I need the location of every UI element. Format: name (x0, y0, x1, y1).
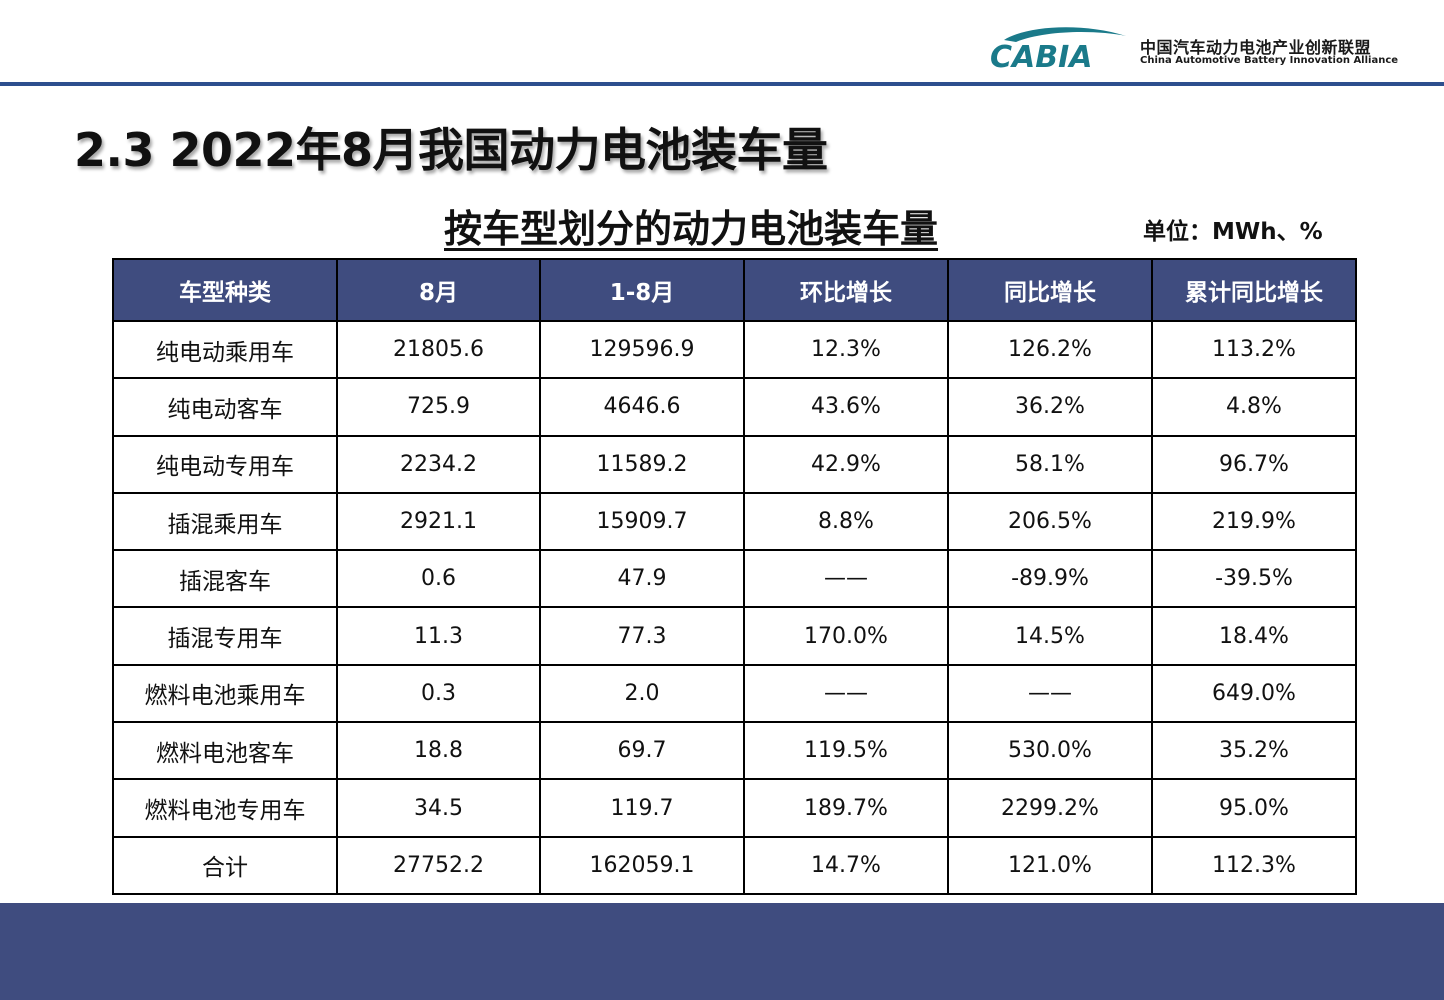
value-cell: 126.2% (947, 319, 1153, 380)
vehicle-type-cell: 纯电动专用车 (112, 434, 338, 494)
value-cell: 219.9% (1151, 491, 1357, 552)
value-cell: —— (743, 549, 949, 609)
value-cell: 14.5% (947, 606, 1153, 666)
column-header: 车型种类 (112, 258, 338, 322)
value-cell: 112.3% (1151, 835, 1357, 895)
page-title: 2.3 2022年8月我国动力电池装车量 (74, 123, 828, 177)
battery-installation-table: 车型种类 8月 1-8月 环比增长 同比增长 累计同比增长 纯电动乘用车 21805.6 12… (112, 258, 1357, 895)
column-header: 1-8月 (539, 258, 745, 322)
value-cell: 8.8% (743, 491, 949, 552)
value-cell: 47.9 (539, 549, 745, 609)
table-row: 纯电动乘用车 21805.6 129596.9 12.3% 126.2% 113.2% (112, 319, 1357, 380)
value-cell: 121.0% (947, 835, 1153, 895)
value-cell: 119.5% (743, 721, 949, 781)
table-row: 燃料电池客车 18.8 69.7 119.5% 530.0% 35.2% (112, 721, 1357, 781)
value-cell: 2234.2 (336, 434, 541, 494)
cabia-logo-icon: CABIA (990, 27, 1126, 74)
value-cell: -89.9% (947, 549, 1153, 609)
value-cell: 113.2% (1151, 319, 1357, 380)
value-cell: 162059.1 (539, 835, 745, 895)
value-cell: 69.7 (539, 721, 745, 781)
value-cell: 2921.1 (336, 491, 541, 552)
table-row: 纯电动客车 725.9 4646.6 43.6% 36.2% 4.8% (112, 377, 1357, 437)
value-cell: 4.8% (1151, 377, 1357, 437)
value-cell: 11589.2 (539, 434, 745, 494)
table-row: 纯电动专用车 2234.2 11589.2 42.9% 58.1% 96.7% (112, 434, 1357, 494)
value-cell: 18.4% (1151, 606, 1357, 666)
logo-name-cn: 中国汽车动力电池产业创新联盟 (1140, 38, 1372, 57)
vehicle-type-cell: 插混专用车 (112, 606, 338, 666)
vehicle-type-cell: 插混乘用车 (112, 491, 338, 552)
header-divider (0, 82, 1444, 86)
value-cell: 2.0 (539, 663, 745, 724)
value-cell: 170.0% (743, 606, 949, 666)
value-cell: 15909.7 (539, 491, 745, 552)
value-cell: 0.6 (336, 549, 541, 609)
table-row: 插混客车 0.6 47.9 —— -89.9% -39.5% (112, 549, 1357, 609)
value-cell: 11.3 (336, 606, 541, 666)
value-cell: 27752.2 (336, 835, 541, 895)
vehicle-type-cell: 纯电动乘用车 (112, 319, 338, 380)
value-cell: 96.7% (1151, 434, 1357, 494)
value-cell: 189.7% (743, 778, 949, 838)
value-cell: 725.9 (336, 377, 541, 437)
table-row: 燃料电池乘用车 0.3 2.0 —— —— 649.0% (112, 663, 1357, 724)
value-cell: 649.0% (1151, 663, 1357, 724)
value-cell: 206.5% (947, 491, 1153, 552)
value-cell: 77.3 (539, 606, 745, 666)
value-cell: 2299.2% (947, 778, 1153, 838)
value-cell: —— (947, 663, 1153, 724)
vehicle-type-cell: 纯电动客车 (112, 377, 338, 437)
svg-text:CABIA: CABIA (990, 40, 1092, 74)
column-header: 8月 (336, 258, 541, 322)
cabia-logo: CABIA 中国汽车动力电池产业创新联盟 China Automotive Ba… (986, 22, 1406, 74)
vehicle-type-cell: 燃料电池专用车 (112, 778, 338, 838)
vehicle-type-cell: 插混客车 (112, 549, 338, 609)
table-row: 插混专用车 11.3 77.3 170.0% 14.5% 18.4% (112, 606, 1357, 666)
vehicle-type-cell: 合计 (112, 835, 338, 895)
table-title: 按车型划分的动力电池装车量 (444, 207, 939, 251)
column-header: 同比增长 (947, 258, 1153, 322)
logo-name-en: China Automotive Battery Innovation Alli… (1140, 55, 1399, 66)
table-header-row: 车型种类 8月 1-8月 环比增长 同比增长 累计同比增长 (112, 258, 1357, 322)
table-row: 燃料电池专用车 34.5 119.7 189.7% 2299.2% 95.0% (112, 778, 1357, 838)
value-cell: 119.7 (539, 778, 745, 838)
table-row: 合计 27752.2 162059.1 14.7% 121.0% 112.3% (112, 835, 1357, 895)
value-cell: -39.5% (1151, 549, 1357, 609)
value-cell: 14.7% (743, 835, 949, 895)
vehicle-type-cell: 燃料电池乘用车 (112, 663, 338, 724)
vehicle-type-cell: 燃料电池客车 (112, 721, 338, 781)
value-cell: 12.3% (743, 319, 949, 380)
value-cell: 35.2% (1151, 721, 1357, 781)
value-cell: 36.2% (947, 377, 1153, 437)
unit-label: 单位：MWh、% (1143, 219, 1323, 245)
value-cell: 58.1% (947, 434, 1153, 494)
value-cell: —— (743, 663, 949, 724)
value-cell: 0.3 (336, 663, 541, 724)
footer-band (0, 903, 1444, 1000)
value-cell: 4646.6 (539, 377, 745, 437)
column-header: 累计同比增长 (1151, 258, 1357, 322)
value-cell: 18.8 (336, 721, 541, 781)
header-divider-gap (1132, 80, 1400, 82)
value-cell: 42.9% (743, 434, 949, 494)
value-cell: 21805.6 (336, 319, 541, 380)
value-cell: 530.0% (947, 721, 1153, 781)
value-cell: 129596.9 (539, 319, 745, 380)
table-row: 插混乘用车 2921.1 15909.7 8.8% 206.5% 219.9% (112, 491, 1357, 552)
value-cell: 34.5 (336, 778, 541, 838)
column-header: 环比增长 (743, 258, 949, 322)
value-cell: 43.6% (743, 377, 949, 437)
value-cell: 95.0% (1151, 778, 1357, 838)
